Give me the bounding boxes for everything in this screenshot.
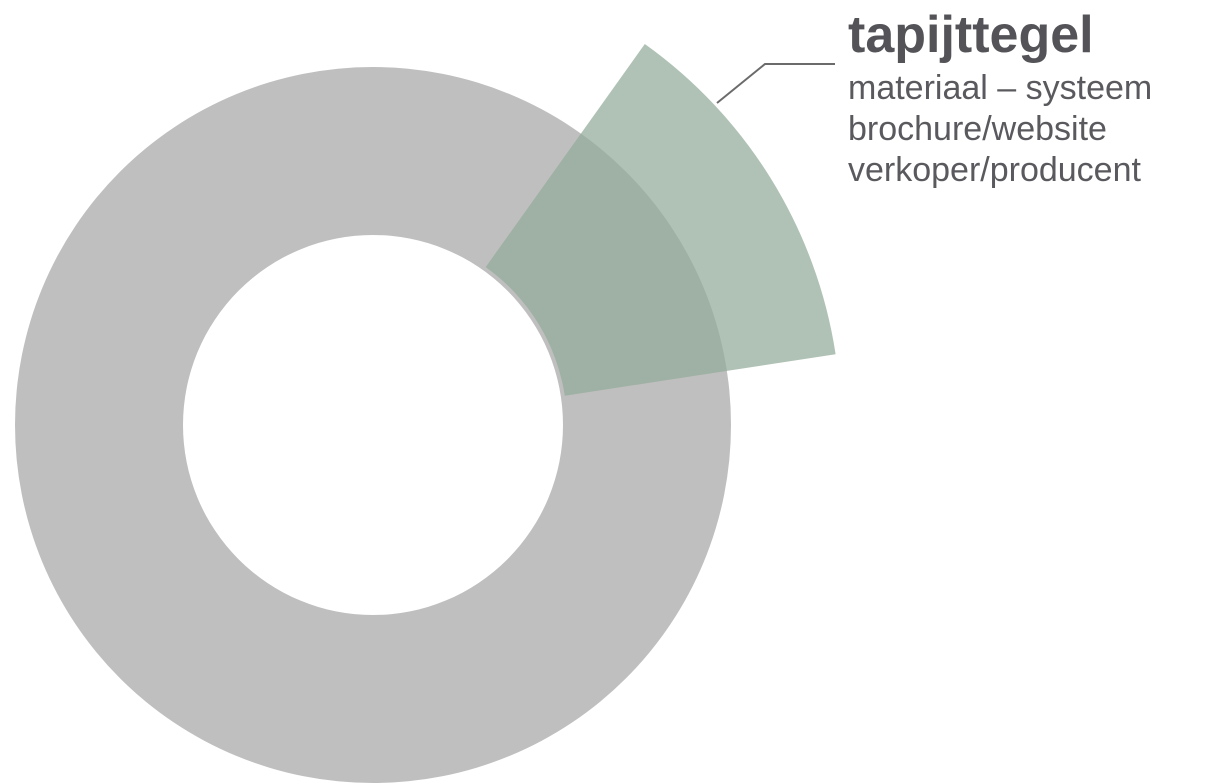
label-line: verkoper/producent — [848, 151, 1142, 189]
green-sector — [485, 44, 836, 396]
leader-line — [716, 63, 835, 104]
label-line: materiaal – systeem — [848, 69, 1152, 107]
label-line: brochure/website — [848, 110, 1107, 148]
label-title: tapijttegel — [848, 6, 1094, 64]
